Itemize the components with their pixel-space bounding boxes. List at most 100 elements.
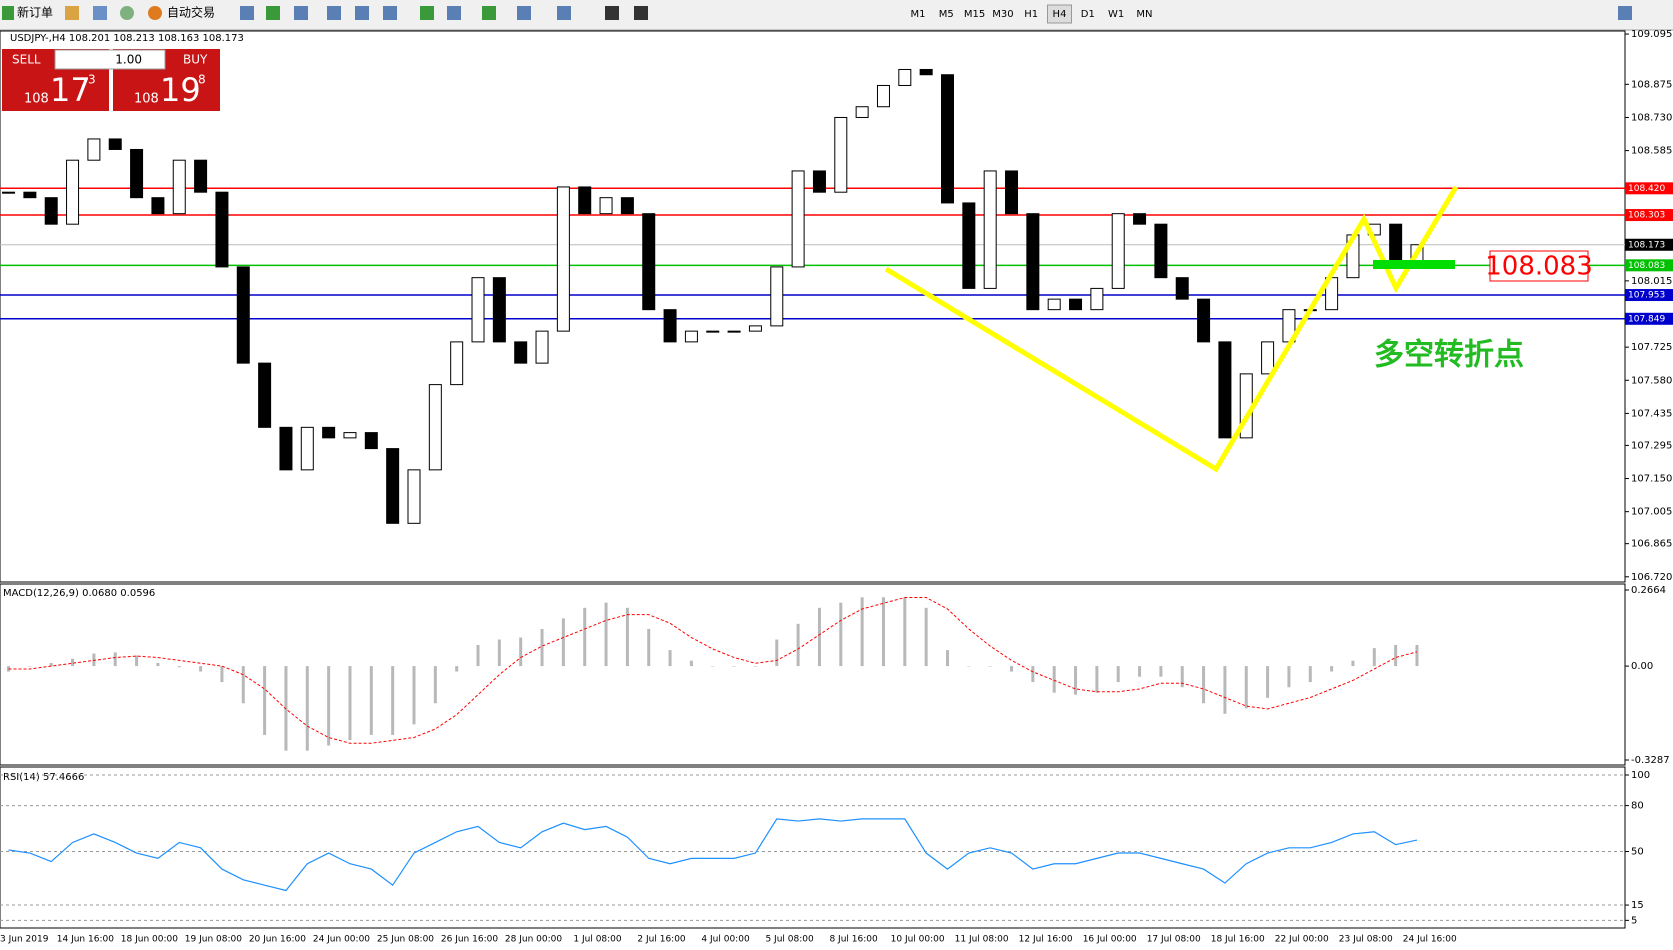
y-tick-label: 0.2664: [1631, 585, 1666, 596]
toolbar-icons: [240, 6, 1632, 20]
candle: [194, 159, 208, 193]
x-tick-label: 17 Jul 08:00: [1147, 935, 1201, 945]
candle: [1111, 213, 1125, 289]
x-tick-label: 28 Jun 00:00: [505, 935, 562, 945]
sell-label[interactable]: SELL: [12, 53, 41, 67]
candle: [1154, 223, 1168, 279]
candle: [428, 384, 442, 471]
candle: [514, 341, 528, 364]
x-tick-label: 2 Jul 16:00: [637, 935, 686, 945]
candle: [1047, 298, 1061, 311]
candle: [578, 186, 592, 215]
candle: [620, 197, 634, 215]
timeframe-button[interactable]: M15: [964, 9, 985, 20]
macd-bar: [839, 602, 843, 667]
macd-bar: [1180, 666, 1184, 688]
macd-bar: [817, 607, 821, 667]
timeframe-button[interactable]: D1: [1081, 9, 1095, 20]
toolbar-icon[interactable]: [294, 6, 308, 20]
toolbar-icon[interactable]: [120, 6, 134, 20]
candle: [1026, 213, 1040, 311]
price-header: USDJPY-,H4 108.201 108.213 108.163 108.1…: [10, 33, 244, 44]
y-tick-label: 108.875: [1631, 79, 1672, 90]
macd-bar: [7, 666, 11, 672]
toolbar-icon[interactable]: [240, 6, 254, 20]
macd-bar: [28, 666, 32, 667]
macd-bar: [348, 666, 352, 741]
candle: [876, 84, 890, 108]
level-label-box: [1625, 182, 1673, 195]
macd-bar: [1351, 660, 1355, 667]
toolbar-icon[interactable]: [420, 6, 434, 20]
x-tick-label: 18 Jul 16:00: [1211, 935, 1265, 945]
candle: [1197, 298, 1211, 343]
timeframe-button[interactable]: H1: [1024, 9, 1038, 20]
x-tick-label: 19 Jun 08:00: [185, 935, 242, 945]
y-tick-label: 0.00: [1631, 661, 1653, 672]
toolbar-icon[interactable]: [327, 6, 341, 20]
toolbar-icon[interactable]: [355, 6, 369, 20]
candle: [130, 148, 144, 199]
timeframe-button[interactable]: MN: [1136, 9, 1152, 20]
timeframe-button[interactable]: H4: [1053, 9, 1067, 20]
toolbar-icon[interactable]: [93, 6, 107, 20]
macd-bar: [732, 666, 736, 667]
macd-bar: [945, 650, 949, 667]
macd-bar: [199, 666, 203, 672]
candle: [706, 330, 720, 333]
auto-trading-icon[interactable]: [148, 6, 162, 20]
y-tick-label: 107.005: [1631, 507, 1672, 518]
candle: [322, 426, 336, 439]
macd-bar: [1074, 666, 1078, 695]
y-tick-label: 15: [1631, 900, 1644, 911]
macd-bar: [497, 639, 501, 667]
candle: [236, 266, 250, 364]
macd-bar: [412, 666, 416, 725]
search-icon[interactable]: [1618, 6, 1632, 20]
lot-value[interactable]: 1.00: [115, 53, 142, 67]
x-tick-label: 1 Jul 08:00: [573, 935, 622, 945]
toolbar-icon[interactable]: [65, 6, 79, 20]
candle: [66, 159, 80, 225]
candle: [279, 426, 293, 471]
toolbar-icon[interactable]: [482, 6, 496, 20]
y-tick-label: 108.730: [1631, 112, 1672, 123]
macd-bar: [263, 666, 267, 735]
toolbar-icon[interactable]: [605, 6, 619, 20]
macd-bar: [775, 639, 779, 667]
candle: [770, 266, 784, 327]
timeframe-button[interactable]: M5: [939, 9, 954, 20]
candle: [492, 277, 506, 343]
macd-bar: [156, 662, 160, 667]
timeframe-button[interactable]: M1: [911, 9, 926, 20]
candle: [215, 191, 229, 268]
auto-trading-button[interactable]: 自动交易: [167, 5, 215, 20]
timeframe-button[interactable]: W1: [1108, 9, 1124, 20]
toolbar-icon[interactable]: [634, 6, 648, 20]
toolbar-icon[interactable]: [447, 6, 461, 20]
buy-label[interactable]: BUY: [183, 53, 208, 67]
toolbar-icon[interactable]: [266, 6, 280, 20]
candle: [919, 68, 933, 76]
macd-bar: [1415, 644, 1419, 667]
timeframe-button[interactable]: M30: [992, 9, 1013, 20]
lot-input[interactable]: [54, 49, 166, 70]
new-order-icon[interactable]: [2, 6, 14, 20]
candle: [23, 191, 37, 199]
toolbar-icon[interactable]: [517, 6, 531, 20]
macd-bar: [241, 666, 245, 704]
toolbar-icon[interactable]: [383, 6, 397, 20]
macd-bar: [177, 666, 181, 668]
signal-line: [8, 597, 1418, 744]
x-tick-label: 8 Jul 16:00: [829, 935, 878, 945]
y-tick-label: -0.3287: [1631, 755, 1670, 766]
new-order-button[interactable]: 新订单: [17, 5, 53, 20]
macd-bar: [1031, 666, 1035, 683]
macd-bar: [519, 637, 523, 667]
candle: [87, 138, 101, 161]
toolbar-icon[interactable]: [557, 6, 571, 20]
price-callout: 108.083: [1485, 252, 1593, 282]
macd-bar: [1394, 644, 1398, 667]
rsi-header: RSI(14) 57.4666: [3, 772, 84, 783]
